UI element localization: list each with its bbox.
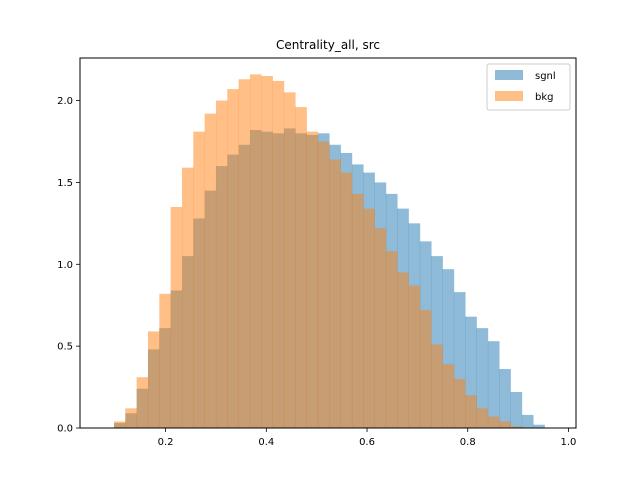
histogram-bars — [113, 74, 545, 429]
bar-bkg-1 — [113, 421, 126, 428]
x-tick-label: 0.8 — [460, 437, 476, 448]
bar-bkg-6 — [170, 206, 183, 428]
bar-sgnl-31 — [453, 292, 466, 428]
x-tick-label: 0.6 — [359, 437, 375, 448]
y-axis-ticks: 0.0 0.5 1.0 1.5 2.0 — [57, 96, 80, 435]
bar-bkg-9 — [204, 113, 217, 428]
bar-bkg-30 — [442, 364, 455, 428]
y-tick-label: 1.5 — [57, 178, 73, 189]
bar-bkg-15 — [272, 80, 285, 429]
legend-label-sgnl: sgnl — [535, 71, 556, 82]
bar-bkg-34 — [487, 416, 500, 428]
bar-bkg-36 — [510, 426, 523, 428]
y-tick-label: 0.5 — [57, 342, 73, 353]
bar-bkg-28 — [419, 310, 432, 428]
bar-bkg-12 — [238, 79, 251, 428]
x-tick-label: 1.0 — [560, 437, 576, 448]
bar-bkg-4 — [147, 331, 160, 428]
bar-bkg-29 — [431, 344, 443, 428]
bar-sgnl-34 — [487, 341, 500, 428]
bar-bkg-23 — [363, 208, 375, 428]
bar-bkg-21 — [340, 172, 353, 428]
bar-sgnl-35 — [499, 369, 511, 428]
bar-bkg-17 — [295, 107, 307, 429]
bar-bkg-33 — [476, 408, 489, 428]
bar-sgnl-29 — [431, 256, 443, 428]
bar-bkg-25 — [385, 251, 398, 428]
bar-bkg-14 — [261, 76, 273, 428]
bar-bkg-22 — [351, 193, 364, 428]
y-tick-label: 1.0 — [57, 260, 73, 271]
legend-swatch-sgnl — [495, 70, 523, 80]
legend: sgnl bkg — [486, 63, 571, 111]
bar-sgnl-36 — [510, 391, 523, 428]
bar-bkg-5 — [159, 293, 171, 428]
bar-bkg-35 — [499, 421, 511, 428]
bar-bkg-3 — [136, 377, 149, 428]
bar-bkg-8 — [193, 131, 205, 429]
bar-bkg-11 — [227, 89, 239, 429]
bar-sgnl-33 — [476, 328, 489, 428]
bar-bkg-24 — [374, 228, 387, 428]
bar-bkg-10 — [215, 100, 228, 428]
bar-bkg-27 — [408, 285, 421, 428]
bar-bkg-7 — [181, 167, 194, 428]
plot-frame — [79, 57, 577, 429]
bar-bkg-31 — [453, 378, 466, 428]
bar-bkg-16 — [283, 92, 296, 428]
bar-sgnl-32 — [465, 316, 477, 428]
bar-bkg-18 — [306, 131, 319, 429]
y-tick-label: 2.0 — [57, 96, 73, 107]
bar-sgnl-30 — [442, 269, 455, 428]
bar-bkg-2 — [125, 408, 137, 428]
bar-bkg-13 — [249, 74, 262, 429]
bar-bkg-32 — [465, 395, 477, 428]
bar-bkg-20 — [329, 159, 341, 428]
bar-sgnl-37 — [521, 414, 534, 428]
legend-swatch-bkg — [495, 91, 523, 101]
bar-bkg-19 — [317, 141, 330, 428]
bar-sgnl-38 — [533, 424, 545, 428]
legend-label-bkg: bkg — [535, 92, 554, 103]
x-axis-ticks: 0.2 0.4 0.6 0.8 1.0 — [158, 428, 576, 448]
chart-title: Centrality_all, src — [276, 38, 380, 52]
y-tick-label: 0.0 — [57, 424, 73, 435]
x-tick-label: 0.2 — [158, 437, 174, 448]
x-tick-label: 0.4 — [258, 437, 274, 448]
bar-bkg-26 — [397, 272, 409, 428]
